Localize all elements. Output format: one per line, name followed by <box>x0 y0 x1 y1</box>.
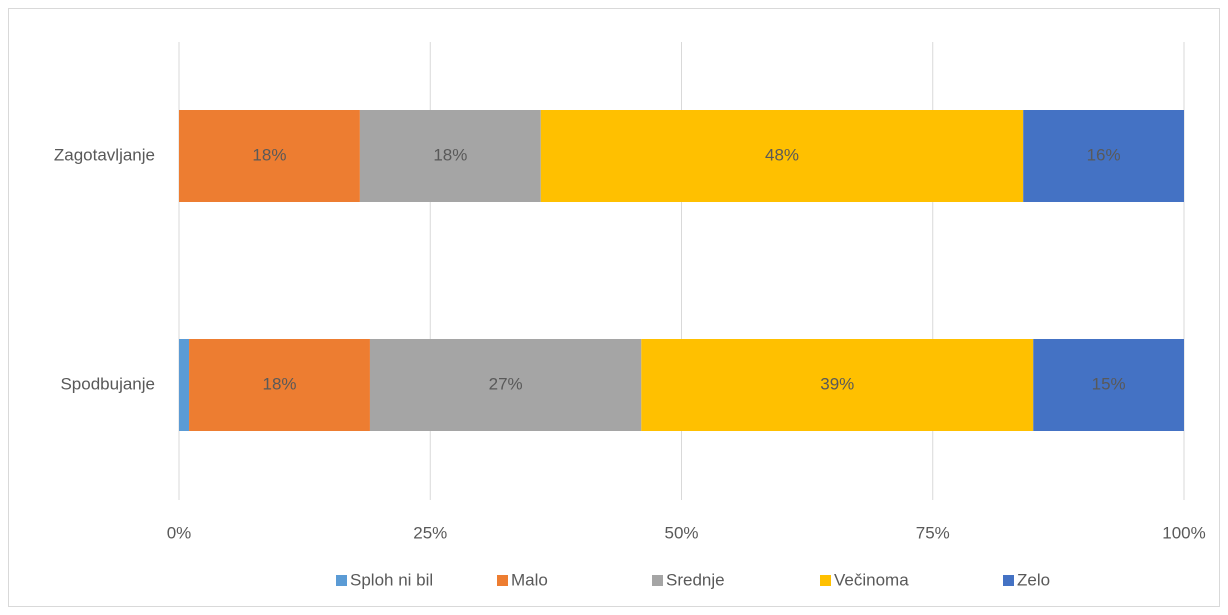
data-label: 18% <box>262 374 296 393</box>
legend-swatch <box>652 575 663 586</box>
data-label: 18% <box>433 145 467 164</box>
bar-segment <box>189 339 370 431</box>
legend-swatch <box>1003 575 1014 586</box>
legend-label: Malo <box>511 570 548 589</box>
data-label: 15% <box>1092 374 1126 393</box>
bar-segment <box>179 339 190 431</box>
legend-swatch <box>336 575 347 586</box>
bar-segment <box>540 110 1024 202</box>
chart-border <box>8 8 1220 607</box>
x-tick-label: 0% <box>167 523 192 542</box>
x-tick-label: 75% <box>916 523 950 542</box>
legend-swatch <box>497 575 508 586</box>
x-tick-label: 50% <box>664 523 698 542</box>
x-tick-label: 100% <box>1162 523 1205 542</box>
x-tick-label: 25% <box>413 523 447 542</box>
legend-label: Srednje <box>666 570 725 589</box>
bar-segment <box>1023 110 1184 202</box>
data-label: 18% <box>252 145 286 164</box>
data-label: 48% <box>765 145 799 164</box>
bar-segment <box>641 339 1034 431</box>
legend-swatch <box>820 575 831 586</box>
legend-label: Sploh ni bil <box>350 570 433 589</box>
y-tick-label: Zagotavljanje <box>54 145 155 164</box>
legend-label: Večinoma <box>834 570 909 589</box>
data-label: 39% <box>820 374 854 393</box>
bar-segment <box>369 339 642 431</box>
data-label: 27% <box>489 374 523 393</box>
bar-segment <box>1033 339 1184 431</box>
data-label: 16% <box>1087 145 1121 164</box>
y-tick-label: Spodbujanje <box>60 374 155 393</box>
legend-label: Zelo <box>1017 570 1050 589</box>
bar-segment <box>179 110 360 202</box>
bar-segment <box>359 110 541 202</box>
